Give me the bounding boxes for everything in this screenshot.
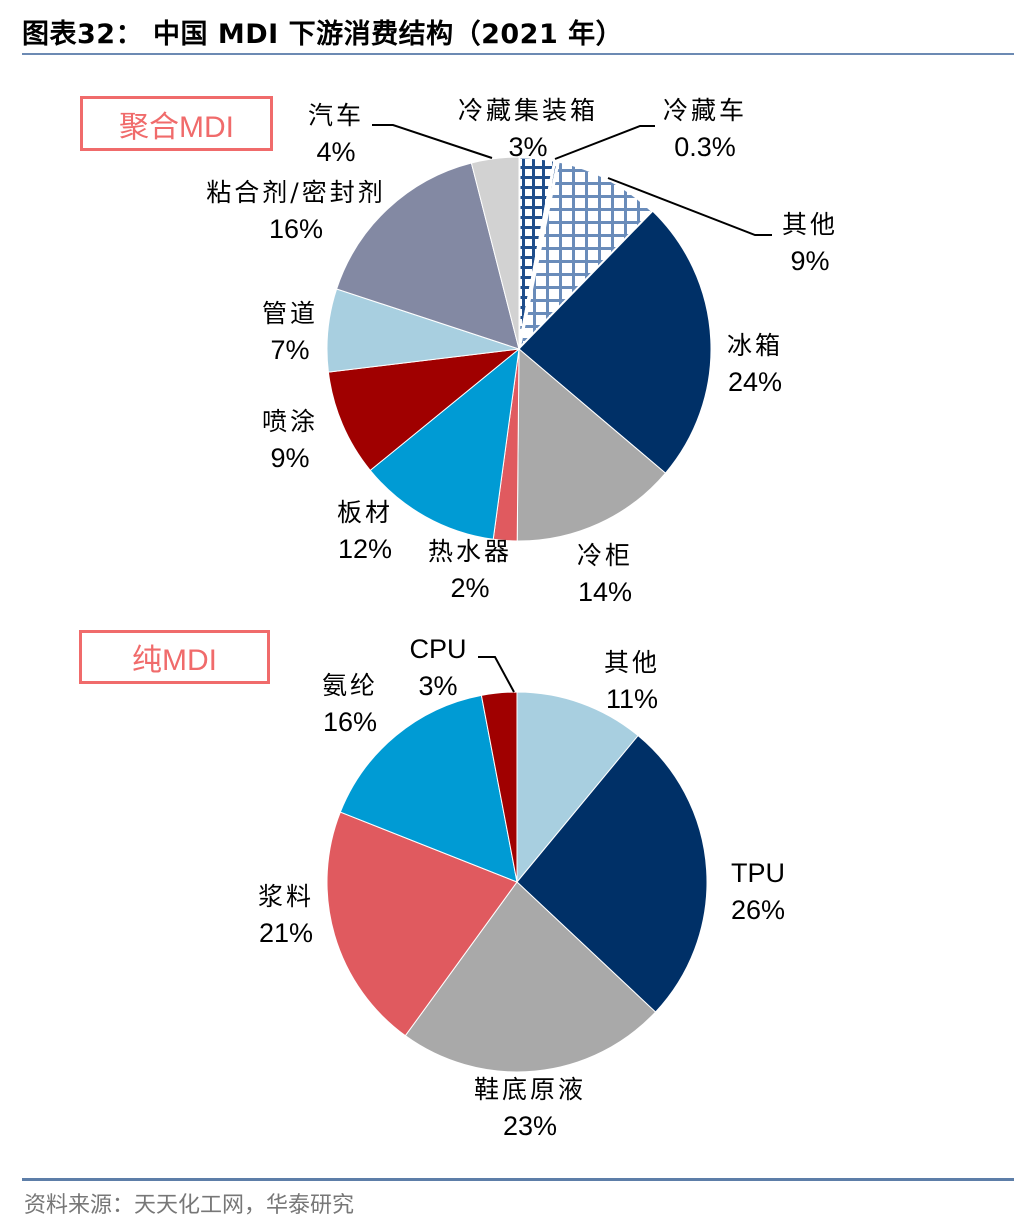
label-spandex: 氨纶 16% [321,671,378,737]
label-refrigerator: 冰箱 24% [726,331,783,397]
pie-slice [470,156,520,350]
label-other-1: 其他 9% [781,210,838,276]
label-tpu: TPU 26% [730,858,786,925]
pie-slice [335,162,520,350]
label-automotive: 汽车 4% [307,101,364,167]
pie-slice [516,691,639,884]
footer-divider [22,1178,1014,1181]
pie-slice [404,881,657,1073]
label-water-heater: 热水器 2% [427,537,512,603]
label-board: 板材 12% [336,498,393,564]
figure-title: 图表32： 中国 MDI 下游消费结构（2021 年） [22,19,624,50]
title-divider [22,53,1014,55]
label-refrigerated-truck: 冷藏车 0.3% [662,96,747,162]
label-spray: 喷涂 9% [261,407,318,473]
label-pipe: 管道 7% [261,299,318,365]
pie-slice [480,691,518,883]
label-refrigerated-container: 冷藏集装箱 3% [457,96,598,162]
pie-slice [327,348,521,472]
pie-polymeric-mdi [326,155,712,542]
pie-pure-mdi-tag: 纯MDI [79,630,270,684]
pie-slice [326,811,518,1037]
pie-pure-mdi [326,691,708,1073]
leader-line-refrigerated-truck [554,125,655,160]
leader-line-other [607,177,772,236]
label-freezer: 冷柜 14% [576,541,633,607]
pie-slice [339,694,518,883]
pie-slice [369,347,520,540]
label-shoe-sole: 鞋底原液 23% [473,1075,586,1141]
pie-polymeric-mdi-tag: 聚合MDI [80,96,273,151]
label-cpu: CPU 3% [409,634,467,701]
pie-slice [518,210,712,474]
source-note: 资料来源：天天化工网，华泰研究 [24,1193,355,1218]
label-slurry: 浆料 21% [257,882,314,948]
label-other-2: 其他 11% [603,648,660,714]
pie-slice [516,347,667,542]
leader-lines [372,124,772,693]
leader-line-car [372,124,493,159]
leader-line-cpu [478,656,515,693]
label-adhesive-sealant: 粘合剂/密封剂 16% [206,178,386,244]
pie-slice [516,734,708,1013]
